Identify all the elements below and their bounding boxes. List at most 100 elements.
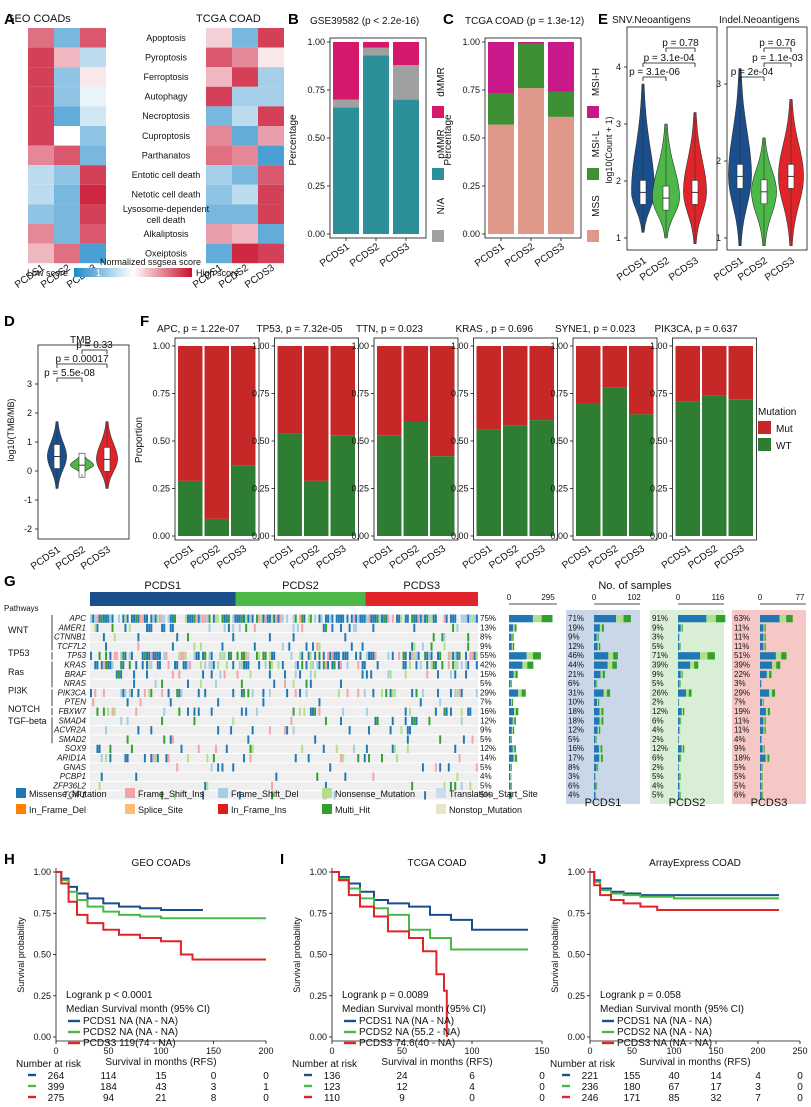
risk-value: 0 — [797, 1071, 803, 1082]
plot-frame — [373, 337, 459, 541]
logrank-text: Logrank p < 0.0001 — [66, 990, 153, 1001]
y-axis-label: Survival probability — [550, 917, 560, 993]
mutation-cell — [240, 651, 243, 660]
y-tick-label: 0.50 — [33, 950, 51, 960]
mutation-cell — [111, 614, 114, 623]
mutation-cell — [307, 651, 310, 660]
mutation-cell — [437, 651, 439, 660]
gene-label: PCBP1 — [60, 772, 86, 781]
risk-value: 1 — [263, 1082, 269, 1093]
mutation-cell — [460, 781, 463, 791]
mutation-cell — [258, 661, 261, 670]
group-freq-label: PCDS3 — [751, 797, 788, 809]
mutation-cell — [195, 614, 198, 623]
mutation-cell — [365, 614, 368, 623]
gene-overall-pct: 9% — [480, 726, 492, 735]
bar-wt — [529, 420, 554, 536]
gene-label: ACVR2A — [53, 726, 86, 735]
heatmap-cell — [54, 184, 80, 205]
bar-mut — [178, 346, 203, 481]
group-freq-bar-missense — [594, 717, 600, 725]
mutation-cell — [417, 614, 420, 623]
y-axis-label: Survival probability — [16, 917, 26, 993]
legend-swatch — [432, 106, 444, 118]
group-freq-bar-missense — [760, 642, 764, 651]
mutation-cell — [396, 614, 399, 623]
panel-label-d: D — [4, 313, 15, 330]
mutation-cell — [141, 661, 144, 670]
x-axis-label: Survival in months (RFS) — [639, 1057, 750, 1068]
mutation-cell — [249, 744, 252, 753]
gene-overall-pct: 5% — [480, 735, 492, 744]
risk-value: 221 — [582, 1071, 599, 1082]
y-tick-label: 0.00 — [252, 531, 270, 541]
pvalue-bracket-label: p = 5.5e-08 — [44, 368, 95, 379]
mutation-cell — [437, 688, 439, 698]
gene-overall-pct: 5% — [480, 763, 492, 772]
mutation-cell — [342, 754, 345, 763]
mutation-cell — [292, 623, 295, 633]
group-freq-bar-multihit — [597, 763, 599, 772]
mutation-cell — [139, 614, 142, 623]
risk-header: Number at risk — [292, 1059, 358, 1070]
mutation-cell — [258, 614, 261, 623]
y-tick-label: 1.00 — [152, 341, 170, 351]
group-pct: 19% — [568, 623, 584, 632]
group-freq-bar-missense — [760, 633, 764, 641]
mutation-cell — [294, 614, 297, 623]
risk-value: 17 — [710, 1082, 722, 1093]
oncoprint-row-bg — [90, 661, 478, 670]
group-title: PCDS1 — [144, 580, 181, 592]
mutation-cell — [105, 754, 108, 763]
y-tick-label: 0.25 — [307, 181, 325, 191]
risk-value: 155 — [624, 1071, 641, 1082]
group-freq-bar-multihit — [623, 615, 631, 623]
mutation-cell — [434, 707, 437, 716]
group-freq-bar-multihit — [764, 726, 766, 734]
mutation-cell — [120, 716, 123, 726]
mutation-cell — [419, 661, 422, 670]
group-freq-bar-multihit — [680, 717, 682, 725]
mutation-cell — [370, 614, 373, 623]
heatmap-legend-high: High score — [196, 268, 239, 278]
group-freq-bar-missense — [760, 791, 762, 799]
mutation-cell — [432, 661, 435, 670]
group-freq-bar-missense — [678, 615, 707, 623]
mutation-cell — [387, 670, 390, 679]
mutation-cell — [391, 716, 394, 726]
bar-wt — [629, 414, 654, 536]
freq-bar-missense — [509, 726, 512, 734]
mutation-cell — [245, 707, 248, 716]
mutation-cell — [102, 688, 105, 698]
heatmap-cell — [80, 28, 106, 48]
freq-axis-label: 0 — [676, 593, 681, 602]
mutation-cell — [387, 614, 390, 623]
mutation-cell — [118, 670, 120, 679]
heatmap-cell — [28, 243, 54, 264]
mutation-cell — [432, 614, 435, 623]
heatmap-legend-title: Normalized ssgsea score — [100, 257, 201, 267]
group-pct: 7% — [734, 698, 746, 707]
bar-segment — [548, 116, 574, 234]
plot-frame-right — [726, 26, 808, 251]
mutation-cell — [176, 688, 179, 698]
heatmap-cell — [54, 145, 80, 166]
group-freq-bar-missense — [678, 670, 681, 679]
heatmap-cell — [232, 126, 258, 146]
mutation-cell — [374, 614, 377, 623]
group-freq-bar-multihit — [681, 624, 683, 632]
group-bar — [235, 592, 366, 606]
mutation-cell — [322, 661, 325, 670]
x-tick-label: PCDS1 — [318, 241, 352, 269]
panel-f-mutation-bars: Proportion APC, p = 1.22e-07 0.00 0.25 0.50 0… — [134, 324, 796, 572]
mutation-cell — [292, 726, 295, 735]
mutation-cell — [102, 661, 105, 670]
mutation-cell — [268, 726, 271, 735]
heatmap-cell — [28, 47, 54, 68]
mutation-cell — [206, 754, 209, 763]
mutation-cell — [413, 614, 416, 623]
mutation-cell — [180, 688, 183, 698]
mutation-cell — [357, 661, 360, 670]
heatmap-row-label: Necroptosis — [142, 111, 190, 121]
plot-frame — [174, 337, 260, 541]
